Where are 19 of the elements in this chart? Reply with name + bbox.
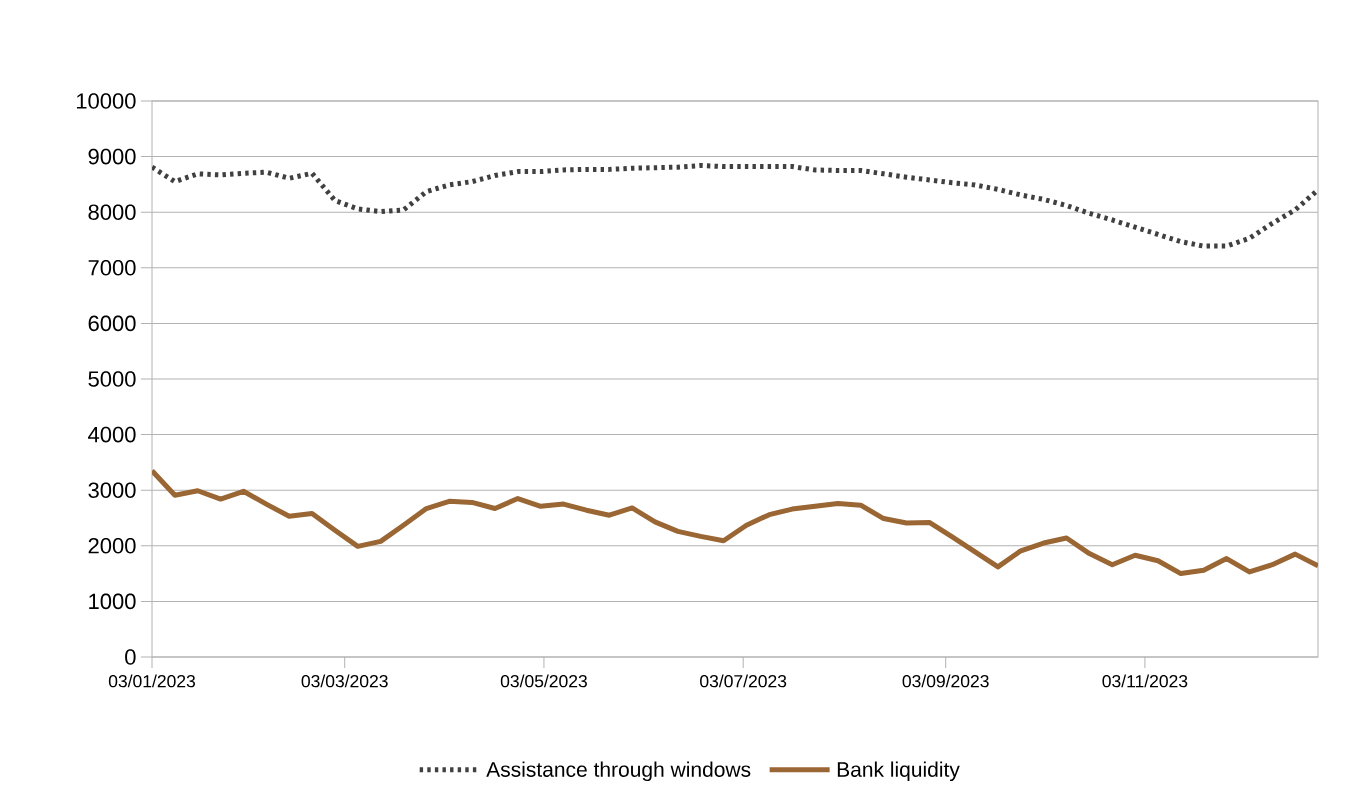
x-tick-label: 03/03/2023 bbox=[301, 674, 388, 688]
y-tick-label: 3000 bbox=[88, 482, 136, 498]
y-tick-label: 9000 bbox=[88, 148, 136, 165]
x-tick-label: 03/07/2023 bbox=[700, 674, 787, 688]
y-tick-label: 0 bbox=[125, 649, 136, 665]
x-tick-label: 03/01/2023 bbox=[108, 674, 196, 688]
legend-label: Bank liquidity bbox=[837, 761, 960, 782]
y-tick-label: 8000 bbox=[88, 204, 136, 220]
legend-label: Assistance through windows bbox=[486, 761, 751, 782]
x-tick-label: 03/05/2023 bbox=[500, 674, 587, 688]
y-tick-label: 1000 bbox=[89, 593, 136, 610]
x-tick-label: 03/09/2023 bbox=[902, 674, 989, 688]
x-tick-label: 03/11/2023 bbox=[1102, 674, 1188, 688]
y-tick-label: 7000 bbox=[88, 259, 136, 276]
y-tick-label: 6000 bbox=[88, 315, 136, 332]
y-tick-label: 4000 bbox=[88, 426, 136, 443]
y-tick-label: 2000 bbox=[88, 537, 136, 554]
y-tick-label: 10000 bbox=[76, 93, 136, 109]
y-tick-label: 5000 bbox=[88, 371, 136, 387]
